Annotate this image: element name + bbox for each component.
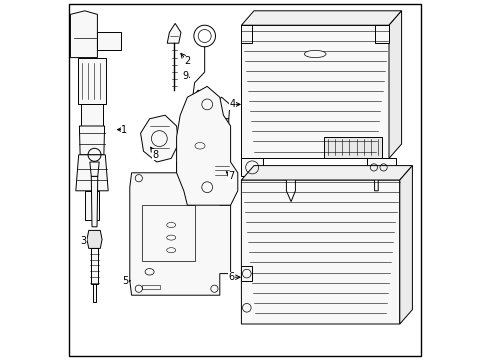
Polygon shape [242,266,252,281]
Text: 2: 2 [184,56,191,66]
Polygon shape [389,11,402,158]
Text: 3: 3 [81,236,87,246]
Polygon shape [242,158,263,176]
Text: 1: 1 [122,125,127,135]
Text: 5: 5 [122,276,128,286]
Ellipse shape [145,269,154,275]
Bar [143,205,195,261]
Polygon shape [93,284,96,302]
Polygon shape [141,115,178,162]
Ellipse shape [167,248,176,253]
Ellipse shape [167,235,176,240]
Polygon shape [242,11,402,25]
Polygon shape [81,104,103,126]
Polygon shape [242,25,252,43]
Polygon shape [190,90,206,115]
Polygon shape [90,162,99,176]
Polygon shape [87,230,102,248]
Polygon shape [400,166,413,324]
Polygon shape [217,180,228,198]
Bar [143,285,160,289]
Polygon shape [368,158,396,176]
Text: 8: 8 [153,150,159,160]
Text: 4: 4 [230,99,236,109]
Polygon shape [242,180,400,324]
Polygon shape [324,137,382,158]
Polygon shape [242,25,389,158]
Polygon shape [77,58,106,104]
Polygon shape [242,166,413,180]
Text: 7: 7 [228,171,235,181]
Polygon shape [191,115,203,137]
Ellipse shape [167,222,176,228]
Polygon shape [176,86,238,205]
Polygon shape [98,32,121,50]
Polygon shape [85,191,99,220]
Polygon shape [91,176,98,227]
Polygon shape [167,23,181,43]
Polygon shape [76,155,108,191]
Polygon shape [374,25,389,43]
Polygon shape [71,11,98,58]
Polygon shape [130,162,231,295]
Polygon shape [216,119,229,180]
Ellipse shape [304,50,326,58]
Text: 6: 6 [228,272,234,282]
Ellipse shape [195,143,205,149]
Polygon shape [213,97,230,119]
Polygon shape [91,248,98,284]
Polygon shape [79,126,104,155]
Text: 9: 9 [183,71,189,81]
